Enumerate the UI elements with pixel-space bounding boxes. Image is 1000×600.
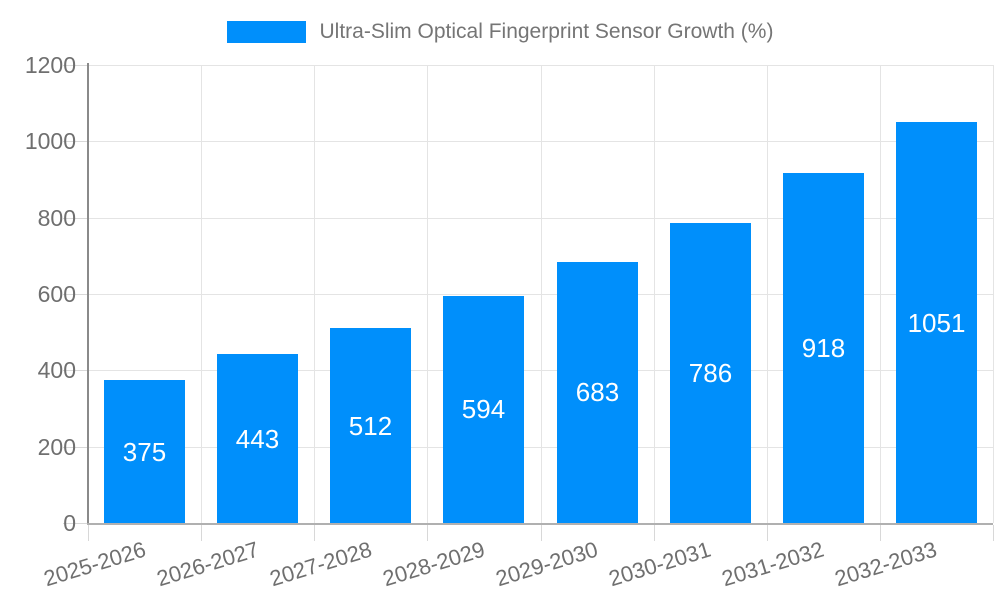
- v-gridline: [993, 65, 994, 523]
- x-axis-label: 2026-2027: [153, 536, 262, 592]
- x-axis-tick: [541, 525, 542, 541]
- y-axis-label: 600: [37, 281, 76, 307]
- bar[interactable]: 786: [670, 223, 751, 523]
- bar-value-label: 512: [348, 411, 393, 441]
- bar[interactable]: 1051: [896, 122, 977, 523]
- h-gridline: [88, 294, 993, 295]
- y-axis-label: 400: [37, 357, 76, 383]
- h-gridline: [88, 447, 993, 448]
- h-gridline: [88, 370, 993, 371]
- y-axis-label: 200: [37, 434, 76, 460]
- y-axis-tick: [63, 141, 88, 142]
- v-gridline: [201, 65, 202, 523]
- bar-value-label: 594: [461, 394, 506, 424]
- legend-marker-icon: [226, 21, 306, 43]
- bar-value-label: 918: [801, 333, 846, 363]
- bar[interactable]: 375: [104, 380, 185, 523]
- bar[interactable]: 443: [217, 354, 298, 523]
- v-gridline: [880, 65, 881, 523]
- y-axis-label: 800: [37, 205, 76, 231]
- legend-label: Ultra-Slim Optical Fingerprint Sensor Gr…: [319, 20, 774, 43]
- bar[interactable]: 594: [443, 296, 524, 523]
- bar-value-label: 443: [235, 424, 280, 454]
- h-gridline: [88, 141, 993, 142]
- y-axis-tick: [63, 370, 88, 371]
- bar-value-label: 375: [122, 437, 167, 467]
- x-axis-line: [87, 523, 993, 525]
- h-gridline: [88, 218, 993, 219]
- x-axis-tick: [88, 525, 89, 541]
- x-axis-label: 2025-2026: [40, 536, 149, 592]
- v-gridline: [654, 65, 655, 523]
- y-axis-label: 1200: [24, 52, 76, 78]
- x-axis-label: 2027-2028: [266, 536, 375, 592]
- y-axis-tick: [63, 523, 88, 524]
- x-axis-label: 2028-2029: [379, 536, 488, 592]
- x-axis-tick: [880, 525, 881, 541]
- legend: Ultra-Slim Optical Fingerprint Sensor Gr…: [0, 17, 1000, 47]
- x-axis-label: 2030-2031: [605, 536, 714, 592]
- bar[interactable]: 512: [330, 328, 411, 523]
- y-axis-label: 0: [63, 510, 76, 536]
- x-axis-tick: [767, 525, 768, 541]
- y-axis-label: 1000: [24, 128, 76, 154]
- legend-item[interactable]: Ultra-Slim Optical Fingerprint Sensor Gr…: [226, 20, 774, 44]
- y-axis-line: [87, 63, 89, 523]
- v-gridline: [767, 65, 768, 523]
- x-axis-tick: [201, 525, 202, 541]
- x-axis-tick: [314, 525, 315, 541]
- bar[interactable]: 918: [783, 173, 864, 523]
- v-gridline: [541, 65, 542, 523]
- x-axis-label: 2029-2030: [492, 536, 601, 592]
- x-axis-tick: [427, 525, 428, 541]
- x-axis-tick: [654, 525, 655, 541]
- y-axis-tick: [63, 447, 88, 448]
- y-axis-tick: [63, 65, 88, 66]
- y-axis-tick: [63, 218, 88, 219]
- bar-value-label: 1051: [907, 308, 966, 338]
- x-axis-tick: [993, 525, 994, 541]
- y-axis-tick: [63, 294, 88, 295]
- bar-value-label: 786: [688, 358, 733, 388]
- bar-value-label: 683: [575, 377, 620, 407]
- v-gridline: [314, 65, 315, 523]
- x-axis-label: 2031-2032: [718, 536, 827, 592]
- x-axis-label: 2032-2033: [831, 536, 940, 592]
- h-gridline: [88, 65, 993, 66]
- v-gridline: [427, 65, 428, 523]
- bar[interactable]: 683: [557, 262, 638, 523]
